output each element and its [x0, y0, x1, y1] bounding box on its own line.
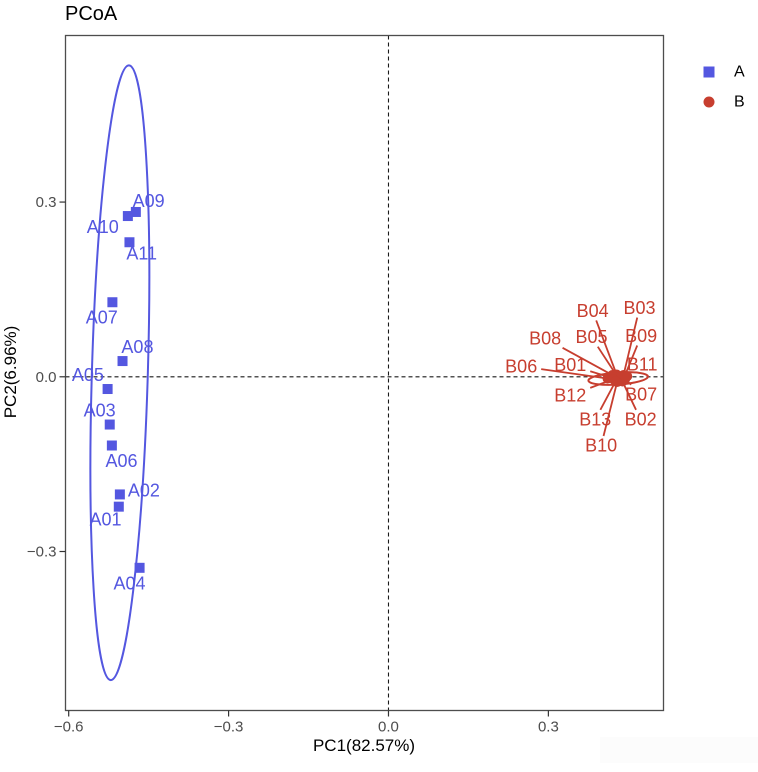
sample-label-A06: A06 [105, 451, 137, 471]
data-point-A02 [114, 489, 125, 500]
data-point-A07 [107, 297, 118, 308]
data-point-A09 [130, 206, 141, 217]
label-connector-B04 [595, 320, 618, 375]
legend-label-a: A [734, 64, 745, 81]
sample-label-A01: A01 [89, 509, 121, 529]
sample-label-B08: B08 [529, 328, 561, 348]
sample-label-A05: A05 [72, 365, 104, 385]
label-connector-B10 [602, 381, 619, 437]
data-point-A01 [113, 501, 124, 512]
y-tick-label: 0.3 [36, 194, 57, 211]
points [102, 206, 633, 573]
zero-lines [65, 35, 664, 711]
label-connector-B03 [622, 317, 639, 376]
sample-label-A04: A04 [113, 574, 145, 594]
confidence-ellipse-A [89, 64, 151, 682]
sample-label-A11: A11 [126, 243, 157, 263]
legend-label-b: B [734, 94, 745, 111]
data-point-A03 [104, 419, 115, 430]
sample-label-B12: B12 [554, 385, 586, 405]
data-point-A04 [134, 562, 145, 573]
x-axis-title: PC1(82.57%) [313, 736, 415, 755]
x-tick-label: 0.3 [538, 719, 559, 736]
data-point-A10 [122, 211, 133, 222]
label-connector-B02 [621, 381, 637, 411]
label-connector-B13 [599, 381, 617, 411]
data-point-A11 [124, 237, 135, 248]
sample-label-A07: A07 [86, 307, 118, 327]
y-tick-label: 0.0 [36, 369, 57, 386]
x-axis-ticks: −0.6 −0.3 0.0 0.3 [54, 710, 559, 736]
sample-label-B06: B06 [505, 356, 537, 376]
data-point-A06 [106, 440, 117, 451]
data-point-A05 [102, 384, 113, 395]
sample-label-B05: B05 [576, 327, 608, 347]
x-tick-label: 0.0 [378, 719, 399, 736]
legend-swatch-b [703, 96, 715, 108]
label-connector-B08 [562, 347, 613, 376]
sample-label-B13: B13 [579, 409, 611, 429]
sample-label-A02: A02 [128, 480, 160, 500]
sample-label-B03: B03 [624, 298, 656, 318]
y-axis-ticks: −0.3 0.0 0.3 [27, 194, 66, 561]
sample-label-B04: B04 [577, 301, 609, 321]
data-point-B13 [610, 376, 621, 387]
chart-title: PCoA [65, 3, 118, 25]
watermark-area [600, 737, 758, 763]
data-point-A08 [117, 356, 128, 367]
sample-label-A03: A03 [84, 401, 116, 421]
x-tick-label: −0.6 [54, 719, 84, 736]
sample-label-B11: B11 [627, 355, 658, 375]
y-axis-title: PC2(6.96%) [1, 326, 20, 419]
sample-label-A10: A10 [87, 217, 119, 237]
label-connector-B09 [623, 345, 639, 377]
sample-label-B01: B01 [554, 355, 586, 375]
x-tick-label: −0.3 [214, 719, 244, 736]
sample-label-B02: B02 [625, 409, 657, 429]
sample-label-B10: B10 [585, 436, 617, 456]
label-connector-B06 [541, 368, 608, 380]
sample-label-A09: A09 [133, 191, 165, 211]
sample-label-B09: B09 [625, 326, 657, 346]
legend-swatch-a [703, 66, 715, 78]
data-point-B11 [622, 371, 633, 382]
sample-label-B07: B07 [625, 384, 657, 404]
sample-label-A08: A08 [121, 337, 153, 357]
y-tick-label: −0.3 [27, 544, 57, 561]
legend: A B [703, 64, 745, 111]
panel-border [64, 34, 665, 712]
